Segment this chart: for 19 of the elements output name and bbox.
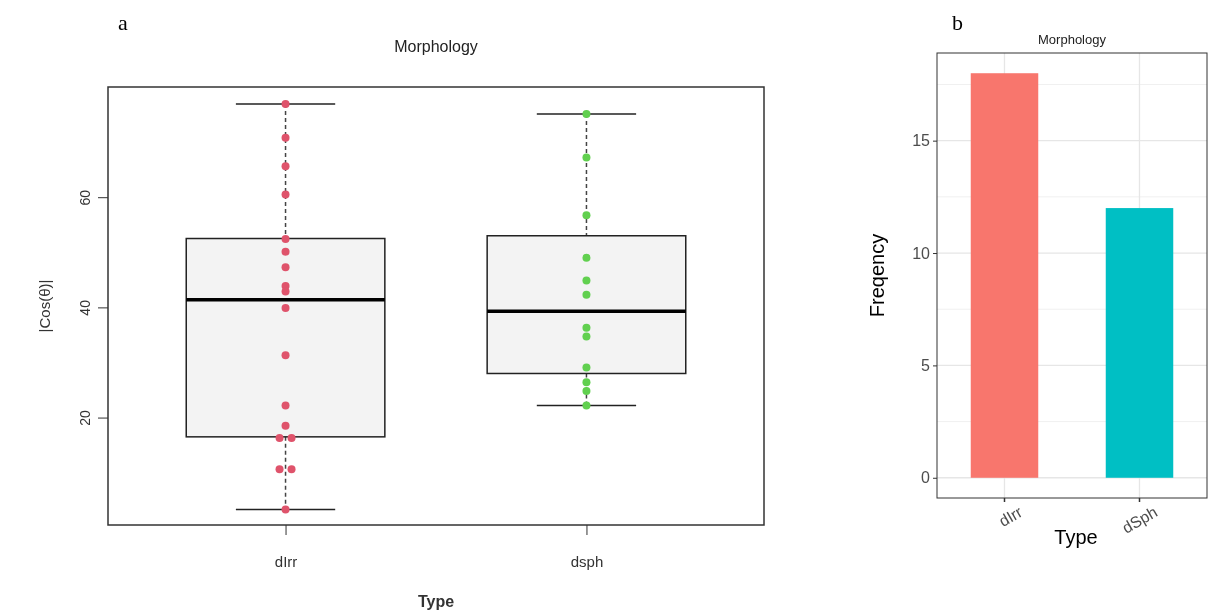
x-tick-label: dSph	[1119, 503, 1161, 537]
y-tick-label: 0	[921, 469, 931, 487]
chart-title: Morphology	[1038, 32, 1107, 47]
y-tick-label: 20	[77, 410, 93, 426]
y-tick-label: 10	[912, 244, 931, 262]
x-tick-label: dIrr	[274, 552, 298, 570]
y-tick-label: 15	[912, 132, 931, 150]
x-axis-title: Type	[1054, 526, 1098, 548]
text: b	[952, 10, 963, 35]
y-axis-title: Freqency	[866, 233, 888, 318]
y-tick-label: 40	[77, 299, 93, 316]
y-axis-title: |Cos(θ)|	[36, 279, 53, 333]
chart-title: Morphology	[394, 38, 478, 55]
x-axis-title: Type	[417, 593, 455, 610]
y-tick-label: 5	[921, 357, 931, 375]
x-tick-label: dsph	[570, 552, 604, 570]
text: a	[118, 10, 128, 35]
x-tick-label: dIrr	[995, 502, 1026, 530]
y-tick-label: 60	[77, 189, 93, 206]
